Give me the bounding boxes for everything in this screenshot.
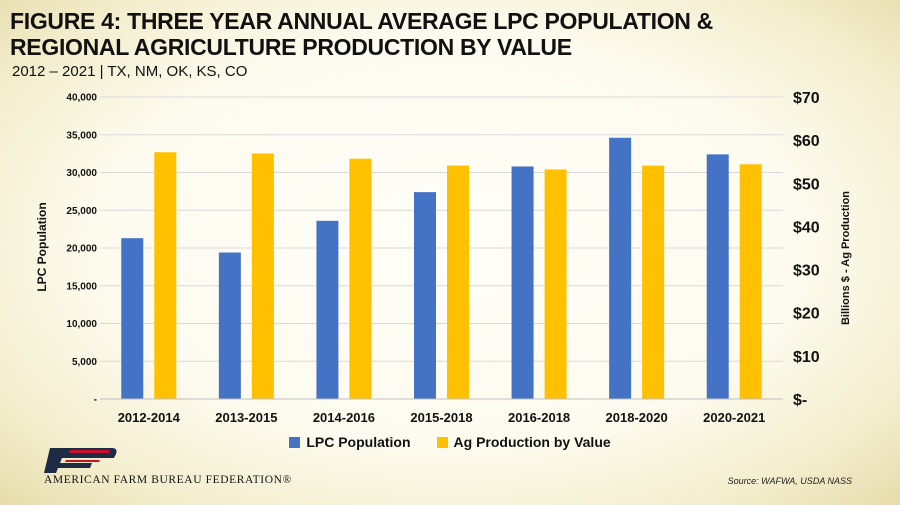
y2-tick-label: $40 <box>793 219 820 236</box>
source-note: Source: WAFWA, USDA NASS <box>727 476 852 486</box>
x-tick-label: 2020-2021 <box>703 410 765 425</box>
y2-tick-label: $10 <box>793 349 820 366</box>
gridlines <box>100 96 783 400</box>
bar-ag-production <box>349 158 372 399</box>
y2-tick-label: $70 <box>793 90 820 107</box>
x-tick-label: 2014-2016 <box>313 410 375 425</box>
bar-ag-production <box>154 152 177 399</box>
y-tick-label: 5,000 <box>72 357 97 368</box>
legend-item-ag: Ag Production by Value <box>436 434 611 450</box>
y2-tick-label: $60 <box>793 133 820 150</box>
legend-label-lpc: LPC Population <box>306 434 411 450</box>
chart-title: FIGURE 4: THREE YEAR ANNUAL AVERAGE LPC … <box>10 8 713 60</box>
y-tick-label: 10,000 <box>66 319 97 330</box>
bars <box>121 137 762 399</box>
legend-swatch-ag <box>436 436 448 448</box>
y2-tick-label: $50 <box>793 176 820 193</box>
bar-ag-production <box>251 153 274 399</box>
x-tick-label: 2013-2015 <box>215 410 277 425</box>
bar-ag-production <box>739 164 762 399</box>
y-tick-label: 20,000 <box>66 244 97 255</box>
y-tick-label: 40,000 <box>66 93 97 104</box>
bar-ag-production <box>447 165 469 399</box>
y-tick-label: 15,000 <box>66 281 97 292</box>
bar-ag-production <box>544 169 567 399</box>
bar-lpc-population <box>511 166 534 399</box>
bar-ag-production <box>642 165 665 399</box>
y2-tick-label: $30 <box>793 263 820 280</box>
bar-lpc-population <box>121 238 144 399</box>
legend-label-ag: Ag Production by Value <box>453 434 611 450</box>
org-name: AMERICAN FARM BUREAU FEDERATION® <box>44 474 292 486</box>
legend-item-lpc: LPC Population <box>289 434 411 450</box>
x-tick-label: 2012-2014 <box>118 410 181 425</box>
chart-subtitle: 2012 – 2021 | TX, NM, OK, KS, CO <box>12 63 248 80</box>
y2-tick-label: $- <box>793 392 807 409</box>
afbf-logo-icon <box>44 448 117 473</box>
bar-lpc-population <box>609 137 632 399</box>
y-axis-label: LPC Population <box>35 202 49 291</box>
bar-chart: - 5,000 10,000 15,000 20,000 25,000 30,000 35,0… <box>35 90 852 425</box>
x-tick-label: 2016-2018 <box>508 410 570 425</box>
y-tick-label: - <box>94 395 97 406</box>
x-tick-label: 2018-2020 <box>606 410 668 425</box>
bar-lpc-population <box>414 192 436 399</box>
x-tick-label: 2015-2018 <box>410 410 472 425</box>
bar-lpc-population <box>316 220 339 399</box>
y-tick-label: 35,000 <box>66 130 97 141</box>
axes: - 5,000 10,000 15,000 20,000 25,000 30,000 35,0… <box>66 90 819 425</box>
y2-axis-label: Billions $ - Ag Production <box>840 191 852 325</box>
legend-swatch-lpc <box>289 436 301 448</box>
bar-lpc-population <box>218 252 241 399</box>
legend: LPC Population Ag Production by Value <box>0 434 900 450</box>
y-tick-label: 25,000 <box>66 206 97 217</box>
y-tick-label: 30,000 <box>66 168 97 179</box>
y2-tick-label: $20 <box>793 306 820 323</box>
bar-lpc-population <box>706 154 729 399</box>
